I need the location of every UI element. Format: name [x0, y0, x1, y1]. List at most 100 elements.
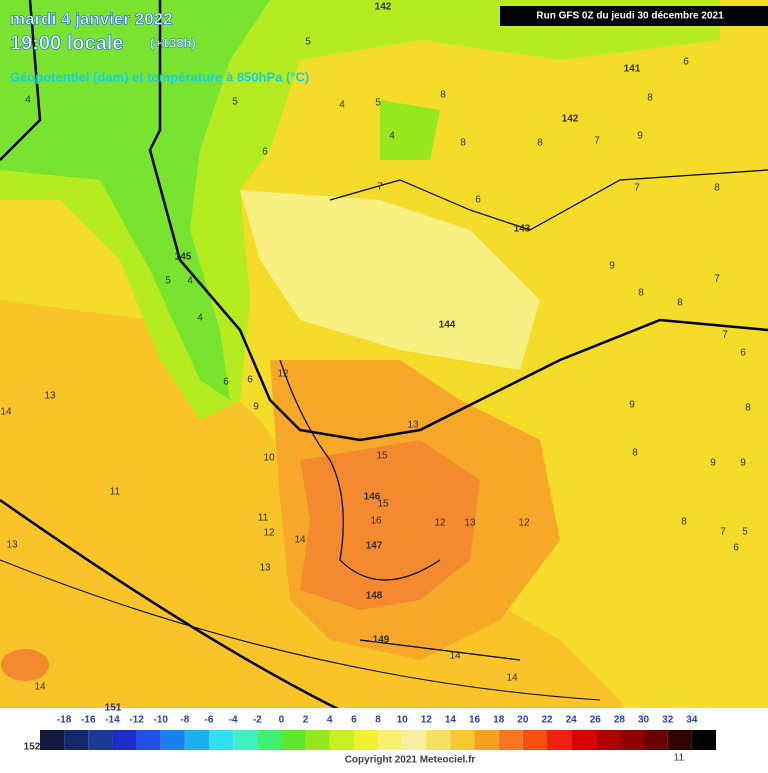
colorbar-label: 24 — [566, 715, 578, 726]
temperature-label: 8 — [632, 448, 638, 459]
colorbar-swatch — [184, 730, 209, 750]
field-name: Géopotentiel (dam) et température à 850h… — [10, 69, 309, 84]
colorbar-swatch — [64, 730, 89, 750]
temperature-label: 11 — [258, 513, 269, 524]
date: mardi 4 janvier 2022 — [10, 9, 173, 28]
colorbar-label: -14 — [105, 715, 120, 726]
temperature-label: 12 — [434, 518, 446, 529]
temperature-label: 5 — [305, 37, 311, 48]
colorbar-label: -16 — [81, 715, 96, 726]
colorbar-swatch — [691, 730, 716, 750]
temperature-label: 5 — [232, 97, 238, 108]
temperature-label: 7 — [722, 330, 728, 341]
colorbar-swatch — [426, 730, 451, 750]
colorbar-label: 28 — [614, 715, 626, 726]
temperature-label: 4 — [389, 131, 395, 142]
colorbar-label: 6 — [351, 715, 357, 726]
copyright: Copyright 2021 Meteociel.fr — [345, 755, 476, 766]
colorbar-label: 8 — [375, 715, 381, 726]
colorbar-label: 26 — [590, 715, 602, 726]
light-zone — [240, 190, 540, 370]
colorbar-label: 12 — [421, 715, 433, 726]
temperature-label: 7 — [720, 527, 726, 538]
colorbar-label: -4 — [229, 715, 238, 726]
geopotential-label: 148 — [366, 591, 383, 602]
temperature-label: 8 — [677, 298, 683, 309]
temperature-label: 15 — [377, 499, 389, 510]
colorbar-swatch — [209, 730, 234, 750]
temperature-label: 8 — [647, 93, 653, 104]
temperature-label: 6 — [223, 377, 229, 388]
colorbar-label: 10 — [397, 715, 409, 726]
geopotential-label: 144 — [439, 320, 456, 331]
temperature-label: 4 — [187, 276, 193, 287]
temperature-label: 11 — [110, 487, 121, 498]
temperature-label: 7 — [377, 182, 383, 193]
colorbar-swatch — [353, 730, 378, 750]
temperature-label: 14 — [0, 407, 12, 418]
isohypse — [0, 498, 768, 752]
colorbar-label: 2 — [303, 715, 309, 726]
temperature-label: 9 — [710, 458, 716, 469]
geopotential-label: 152 — [24, 742, 41, 753]
temperature-label: 5 — [742, 527, 748, 538]
colorbar-swatch — [160, 730, 185, 750]
temperature-label: 13 — [464, 518, 476, 529]
temperature-label: 13 — [259, 563, 271, 574]
colorbar-swatch — [329, 730, 354, 750]
border-line — [329, 169, 768, 231]
colorbar-swatch — [498, 730, 523, 750]
geopotential-label: 142 — [562, 114, 579, 125]
temperature-label: 6 — [733, 543, 739, 554]
temperature-label: 4 — [339, 100, 345, 111]
geopotential-label: 142 — [375, 2, 392, 13]
temperature-label: 6 — [475, 195, 481, 206]
temperature-label: 6 — [740, 348, 746, 359]
colorbar-label: 32 — [662, 715, 674, 726]
colorbar-swatch — [571, 730, 596, 750]
colorbar-swatch — [305, 730, 330, 750]
temperature-label: 9 — [609, 261, 615, 272]
temperature-label: 10 — [263, 453, 275, 464]
colorbar-label: 14 — [445, 715, 457, 726]
colorbar-swatch — [595, 730, 620, 750]
temperature-label: 13 — [6, 540, 18, 551]
colorbar-swatch — [643, 730, 668, 750]
colorbar-swatch — [40, 730, 65, 750]
colorbar-swatch — [233, 730, 258, 750]
temperature-label: 6 — [262, 147, 268, 158]
temperature-label: 14 — [294, 535, 306, 546]
temperature-label: 14 — [449, 651, 461, 662]
colorbar-label: -10 — [153, 715, 168, 726]
temperature-label: 15 — [376, 451, 388, 462]
isohypse — [0, 559, 601, 701]
colorbar-swatch — [281, 730, 306, 750]
colorbar-label: -8 — [180, 715, 189, 726]
colorbar-swatch — [450, 730, 475, 750]
temperature-label: 8 — [745, 403, 751, 414]
temperature-label: 4 — [25, 95, 31, 106]
border-line — [0, 0, 42, 161]
colorbar-swatch — [136, 730, 161, 750]
temperature-label: 9 — [629, 400, 635, 411]
border-line — [148, 0, 768, 442]
colorbar-swatch — [619, 730, 644, 750]
geopotential-label: 147 — [366, 541, 383, 552]
temperature-label: 6 — [683, 57, 689, 68]
temperature-label: 8 — [537, 138, 543, 149]
colorbar-label: 4 — [327, 715, 333, 726]
temperature-label: 9 — [637, 131, 643, 142]
colorbar-label: 30 — [638, 715, 650, 726]
temperature-label: 14 — [34, 682, 46, 693]
temperature-label: 12 — [263, 528, 275, 539]
temperature-label: 12 — [277, 369, 289, 380]
temperature-label: 8 — [440, 90, 446, 101]
colorbar-swatch — [378, 730, 403, 750]
colorbar-label: -6 — [205, 715, 214, 726]
colorbar-label: 0 — [279, 715, 285, 726]
orange-patch — [1, 649, 49, 681]
temperature-label: 8 — [460, 138, 466, 149]
lead-time: (+138h) — [150, 35, 196, 50]
geopotential-label: 141 — [624, 64, 641, 75]
